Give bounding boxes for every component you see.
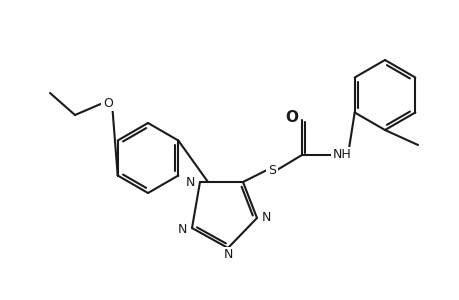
Text: N: N — [262, 212, 271, 224]
Text: N: N — [185, 176, 195, 188]
Text: O: O — [285, 110, 298, 125]
Text: N: N — [177, 224, 187, 236]
Text: O: O — [103, 97, 113, 110]
Text: N: N — [223, 248, 232, 262]
Text: NH: NH — [332, 148, 351, 161]
Text: S: S — [268, 164, 275, 176]
